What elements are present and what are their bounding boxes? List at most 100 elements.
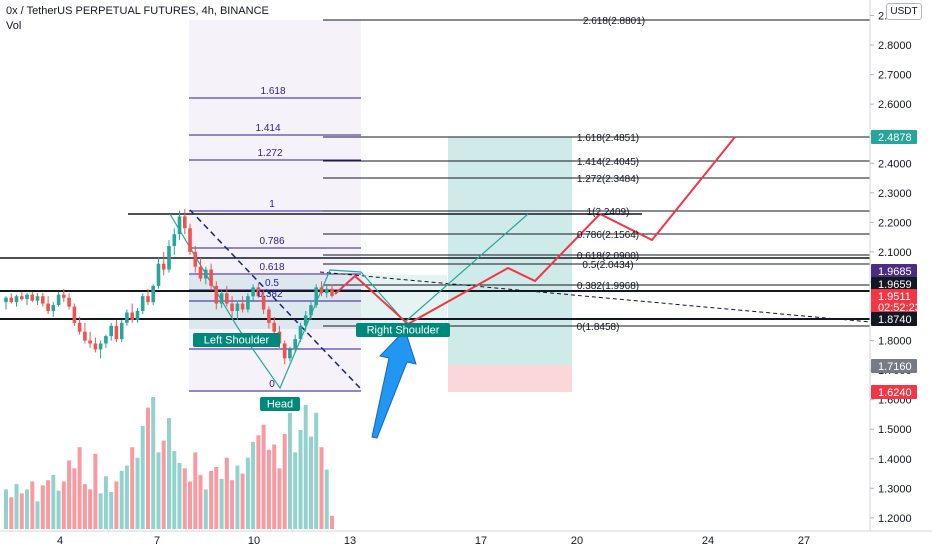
price-tag	[871, 359, 917, 373]
candle-body	[183, 216, 187, 229]
candle-body	[230, 303, 234, 311]
candles	[4, 209, 334, 365]
volume-bar	[193, 452, 198, 529]
candle-body	[303, 315, 308, 326]
time-tick-label: 7	[154, 535, 160, 547]
candle-body	[204, 269, 208, 279]
volume-bar	[161, 440, 166, 529]
volume-bar	[14, 484, 19, 529]
volume-bar	[67, 460, 72, 529]
price-tick-label: 1.4000	[878, 454, 912, 466]
candle-body	[135, 311, 140, 320]
volume-bar	[172, 451, 177, 529]
candle-body	[319, 287, 324, 294]
volume-bar	[146, 407, 150, 529]
candle-body	[109, 325, 113, 337]
volume-bar	[287, 412, 292, 529]
fib-extension-label: 1.272(2.3484)	[577, 174, 639, 185]
stop-zone	[448, 365, 572, 392]
candle-body	[146, 296, 150, 303]
price-tick-label: 2.4000	[878, 158, 912, 170]
price-tick-label: 2.1000	[878, 247, 912, 259]
candle-body	[267, 309, 271, 323]
time-axis-bg	[0, 531, 932, 550]
candle-body	[314, 287, 318, 306]
channel-line	[189, 209, 361, 389]
fib-extension-label: 0.382(1.9968)	[577, 281, 639, 292]
chart-title: 0x / TetherUS PERPETUAL FUTURES, 4h, BIN…	[6, 5, 269, 17]
volume-bar	[324, 469, 329, 529]
volume-bar	[114, 481, 119, 529]
volume-bar	[188, 481, 192, 529]
candle-body	[125, 312, 129, 323]
volume-bar	[309, 436, 313, 529]
candle-body	[330, 288, 334, 296]
volume-bar	[277, 468, 282, 529]
price-tag-label: 02:52:23	[878, 302, 921, 314]
volume-bar	[251, 441, 256, 529]
volume-bar	[82, 484, 87, 529]
candle-body	[25, 294, 29, 300]
price-tick-label: 2.6000	[878, 99, 912, 111]
volume-bar	[51, 474, 56, 529]
volume-bar	[61, 481, 66, 529]
volume-bar	[319, 447, 324, 529]
volume-bar	[224, 457, 229, 529]
candle-body	[20, 296, 24, 300]
price-axis[interactable]: 2.90002.80002.70002.60002.50002.40002.30…	[869, 0, 932, 531]
candle-body	[251, 287, 255, 297]
price-tag	[871, 312, 917, 326]
candle-body	[41, 296, 45, 304]
volume-bar	[240, 473, 245, 529]
volume-bar	[203, 489, 208, 529]
candle-body	[188, 228, 192, 252]
candle-body	[298, 325, 303, 340]
pattern-label-box	[356, 323, 450, 337]
candle-body	[256, 287, 261, 297]
price-tick-label: 2.3000	[878, 188, 912, 200]
candle-body	[156, 263, 161, 286]
volume-bar	[88, 489, 93, 529]
price-tag	[871, 130, 917, 144]
pattern-label: Head	[267, 399, 293, 411]
price-tag-label: 2.4878	[878, 132, 912, 144]
fib-extension-label: 0.618(2.0900)	[577, 251, 639, 262]
time-tick-label: 13	[344, 535, 356, 547]
annotation-labels: 1.6181.4141.27210.7860.6180.50.3820.2360…	[193, 16, 645, 411]
volume-bar	[98, 493, 103, 529]
volume-bar	[182, 468, 187, 529]
time-tick-label: 20	[571, 535, 583, 547]
candle-body	[235, 303, 240, 311]
candle-body	[14, 296, 19, 303]
fib-retracement-label: 0	[269, 379, 275, 390]
time-tick-label: 10	[248, 535, 260, 547]
pattern-label-box	[260, 397, 300, 411]
currency-button[interactable]: USDT	[886, 3, 922, 20]
volume-bar	[109, 492, 114, 529]
volume-bar	[303, 404, 308, 529]
projection-path	[334, 136, 736, 326]
trend-line	[319, 271, 871, 323]
volume-bars	[4, 397, 334, 529]
fib-retracement-label: 0.382	[257, 289, 282, 300]
candle-body	[240, 303, 245, 310]
candle-body	[93, 343, 98, 350]
price-tag-label: 1.9659	[878, 279, 912, 291]
candle-body	[104, 336, 108, 344]
volume-bar	[119, 470, 124, 529]
fib-extension-label: 1.414(2.4045)	[577, 157, 639, 168]
pattern-label-box	[193, 333, 280, 347]
candle-body	[324, 288, 329, 294]
volume-bar	[124, 465, 129, 529]
time-axis[interactable]: 4 7 10 13 17 20 24 27	[0, 530, 932, 550]
time-tick-label: 24	[702, 535, 714, 547]
candle-body	[209, 269, 213, 286]
time-tick-label: 27	[798, 535, 810, 547]
volume-bar	[77, 447, 82, 529]
candle-body	[9, 297, 14, 303]
candle-body	[288, 349, 292, 359]
volume-bar	[140, 426, 145, 529]
price-tag	[871, 385, 917, 399]
price-tag	[871, 300, 917, 314]
